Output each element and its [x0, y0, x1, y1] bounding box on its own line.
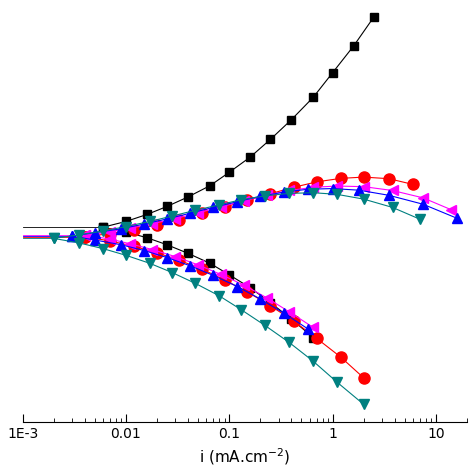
X-axis label: i (mA.cm$^{-2}$): i (mA.cm$^{-2}$)	[199, 447, 291, 467]
